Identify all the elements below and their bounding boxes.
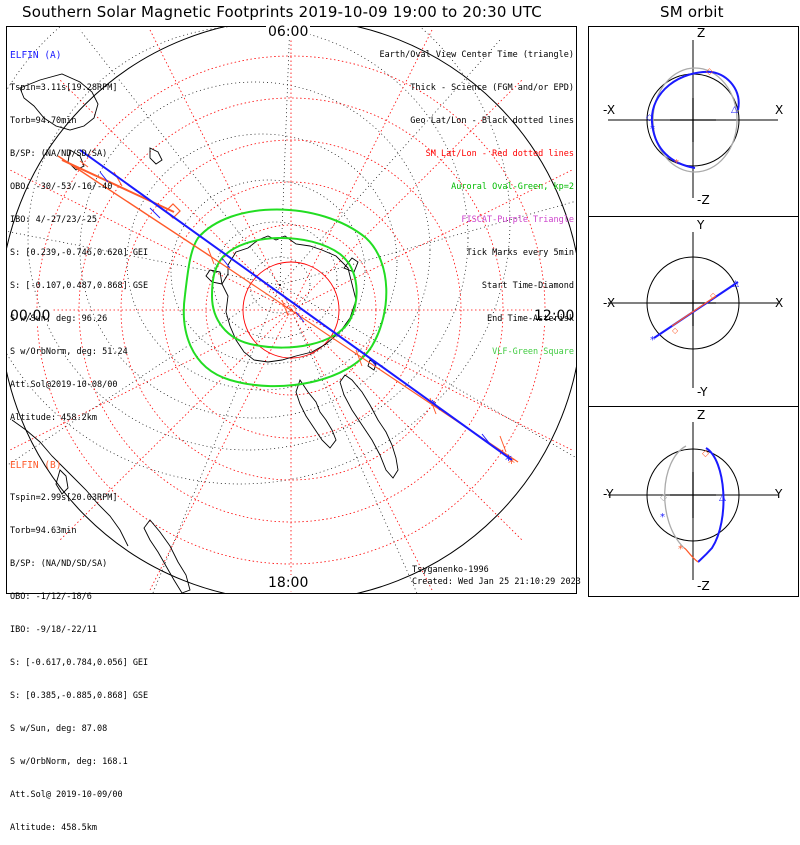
elfin-a-line: Tspin=3.11s[19.28RPM]: [10, 83, 118, 93]
svg-text:△: △: [732, 279, 739, 289]
auroral-ovals: [182, 208, 388, 388]
orbit2-label-right: X: [775, 296, 784, 310]
coastline: [11, 73, 399, 593]
legend: Earth/Oval View Center Time (triangle) T…: [380, 28, 574, 369]
svg-text:*: *: [508, 456, 515, 472]
orbit3-label-right: Y: [775, 487, 783, 501]
legend-entry: SM Lat/Lon - Red dotted lines: [425, 149, 574, 159]
svg-text:◇: ◇: [706, 67, 713, 77]
elfin-a-line: B/SP: (NA/ND/SD/SA): [10, 149, 108, 159]
elfin-b-line: S: [-0.617,0.784,0.056] GEI: [10, 658, 149, 668]
elfin-b-line: Torb=94.63min: [10, 526, 77, 536]
orbit3-label-left: -Y: [603, 487, 614, 501]
elfin-b-name: ELFIN (B): [10, 460, 62, 471]
auroral-oval-inner: [210, 237, 358, 349]
orbit1-label-right: X: [775, 103, 784, 117]
clock-label-bottom: 18:00: [266, 575, 311, 591]
elfin-b-line: Tspin=2.99s[20.03RPM]: [10, 493, 118, 503]
orbit3-label-bottom: -Z: [697, 579, 710, 593]
elfin-b-line: OBO: -1/12/-18/6: [10, 592, 92, 602]
svg-text:◇: ◇: [710, 291, 717, 300]
legend-entry: End Time-Asterisk: [487, 314, 574, 324]
legend-entry: Start Time-Diamond: [481, 281, 574, 291]
svg-text:△: △: [719, 493, 726, 503]
elfin-a-line: Torb=94.70min: [10, 116, 77, 126]
elfin-a-track: *: [79, 149, 513, 469]
legend-entry: VLF-Green Square: [492, 347, 574, 357]
orbit-frame: [588, 26, 799, 597]
elfin-a-name: ELFIN (A): [10, 50, 62, 61]
elfin-b-line: Altitude: 458.5km: [10, 823, 97, 833]
elfin-b-line: S w/OrbNorm, deg: 168.1: [10, 757, 128, 767]
legend-entry: Tick Marks every 5min: [466, 248, 574, 258]
svg-text:*: *: [650, 335, 655, 346]
orbit-panel-xy: △ * ◇ ◇: [608, 232, 778, 388]
svg-text:◇: ◇: [672, 326, 679, 335]
orbit1-label-bottom: -Z: [697, 193, 710, 207]
orbit2-label-top: Y: [697, 218, 705, 232]
orbit1-label-left: -X: [603, 103, 616, 117]
elfin-a-line: OBO: -30/-53/-16/-40: [10, 182, 113, 192]
svg-text:*: *: [650, 124, 655, 135]
elfin-a-line: S w/Sun, deg: 96.26: [10, 314, 108, 324]
orbit2-label-left: -X: [603, 296, 616, 310]
svg-text:*: *: [505, 453, 512, 469]
svg-text:*: *: [678, 544, 683, 555]
clock-label-top: 06:00: [266, 24, 311, 40]
svg-text:*: *: [660, 512, 665, 523]
orbit-panel-yz: △ * ◇ * ◇: [608, 422, 778, 580]
legend-entry: FISCAT-Purple Triangle: [461, 215, 574, 225]
elfin-b-info: ELFIN (B) Tspin=2.99s[20.03RPM] Torb=94.…: [10, 438, 148, 845]
elfin-a-line: IBO: 4/-27/23/-25: [10, 215, 97, 225]
elfin-a-line: Altitude: 458.2km: [10, 413, 97, 423]
elfin-b-line: IBO: -9/18/-22/11: [10, 625, 97, 635]
orbit2-label-bottom: -Y: [697, 385, 708, 399]
footprint-map: * * △ * ◇ * ◇: [6, 26, 799, 597]
legend-entry: Thick - Science (FGM and/or EPD): [410, 83, 574, 93]
legend-entry: Auroral Oval-Green, kp=2: [451, 182, 574, 192]
clock-label-right: 12:00: [532, 308, 577, 324]
elfin-a-line: S: [-0.107,0.487,0.868] GSE: [10, 281, 149, 291]
elfin-b-line: B/SP: (NA/ND/SD/SA): [10, 559, 108, 569]
elfin-a-line: S w/OrbNorm, deg: 51.24: [10, 347, 128, 357]
elfin-a-line: S: [0.239,-0.746,0.620] GEI: [10, 248, 149, 258]
plot-title: Southern Solar Magnetic Footprints 2019-…: [22, 3, 542, 21]
svg-text:◇: ◇: [660, 493, 667, 503]
svg-text:◇: ◇: [702, 449, 709, 459]
legend-entry: Geo Lat/Lon - Black dotted lines: [410, 116, 574, 126]
created-timestamp: Created: Wed Jan 25 21:10:29 2023: [412, 577, 581, 587]
auroral-oval-outer: [182, 208, 388, 388]
elfin-b-line: S: [0.385,-0.885,0.868] GSE: [10, 691, 149, 701]
geo-grid: [7, 27, 576, 593]
sm-orbit-title: SM orbit: [660, 3, 724, 21]
clock-label-left: 00:00: [8, 308, 53, 324]
orbit-panel-xz: △ * ◇ * ◇: [608, 40, 778, 198]
model-label: Tsyganenko-1996: [412, 565, 489, 575]
elfin-a-info: ELFIN (A) Tspin=3.11s[19.28RPM] Torb=94.…: [10, 28, 148, 435]
svg-text:*: *: [674, 158, 679, 169]
elfin-a-line: Att.Sol@2019-10-08/00: [10, 380, 118, 390]
orbit3-label-top: Z: [697, 408, 706, 422]
sm-pole-circle: [242, 261, 340, 359]
svg-text:△: △: [731, 105, 738, 115]
legend-entry: Earth/Oval View Center Time (triangle): [379, 50, 574, 60]
svg-text:◇: ◇: [646, 113, 653, 123]
elfin-b-line: Att.Sol@ 2019-10-09/00: [10, 790, 123, 800]
orbit1-label-top: Z: [697, 26, 706, 40]
elfin-b-line: S w/Sun, deg: 87.08: [10, 724, 108, 734]
